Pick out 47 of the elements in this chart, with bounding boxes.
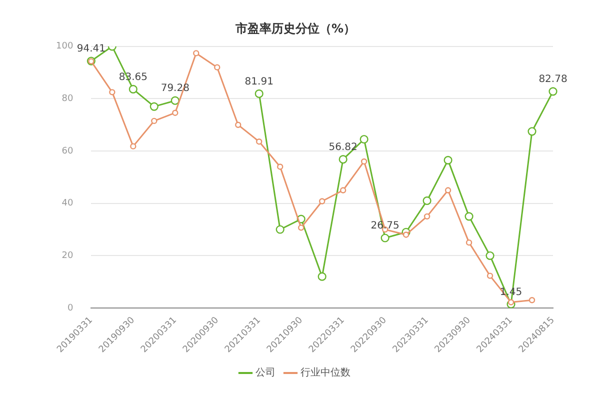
point bbox=[528, 127, 536, 136]
point bbox=[528, 297, 536, 304]
data-label: 81.91 bbox=[244, 76, 274, 88]
point bbox=[254, 89, 264, 98]
chart-title: 市盈率历史分位（%） bbox=[234, 21, 356, 36]
point bbox=[360, 158, 368, 165]
point bbox=[276, 225, 284, 234]
y-tick-label: 60 bbox=[62, 146, 74, 156]
point bbox=[422, 196, 432, 206]
point bbox=[172, 110, 178, 116]
y-tick-label: 100 bbox=[56, 42, 74, 52]
point bbox=[424, 213, 430, 220]
point bbox=[380, 234, 390, 242]
y-tick-label: 80 bbox=[62, 94, 74, 104]
point bbox=[193, 50, 200, 56]
point bbox=[360, 134, 368, 144]
point bbox=[130, 143, 136, 150]
point bbox=[150, 102, 158, 111]
point bbox=[170, 96, 180, 105]
point bbox=[256, 138, 262, 145]
data-label: 82.78 bbox=[538, 74, 568, 86]
point bbox=[277, 164, 284, 170]
point bbox=[318, 198, 326, 204]
point bbox=[214, 64, 220, 70]
point bbox=[298, 224, 304, 231]
point bbox=[486, 272, 494, 279]
point bbox=[109, 89, 116, 96]
point bbox=[151, 118, 158, 124]
y-tick-label: 0 bbox=[67, 303, 74, 314]
point bbox=[508, 299, 514, 306]
point bbox=[128, 84, 138, 94]
point bbox=[548, 87, 558, 96]
point bbox=[340, 187, 346, 194]
y-tick-label: 40 bbox=[62, 198, 74, 209]
data-label: 94.41 bbox=[76, 44, 106, 55]
point bbox=[235, 122, 242, 128]
point bbox=[402, 232, 410, 238]
point bbox=[466, 239, 472, 246]
point bbox=[444, 156, 452, 164]
point bbox=[464, 212, 474, 221]
legend-label: 公司 bbox=[256, 366, 276, 379]
point bbox=[486, 251, 494, 260]
legend-label: 行业中位数 bbox=[300, 366, 350, 379]
point bbox=[338, 155, 348, 164]
point bbox=[444, 187, 452, 194]
y-tick-label: 20 bbox=[62, 251, 74, 261]
point bbox=[318, 272, 326, 281]
